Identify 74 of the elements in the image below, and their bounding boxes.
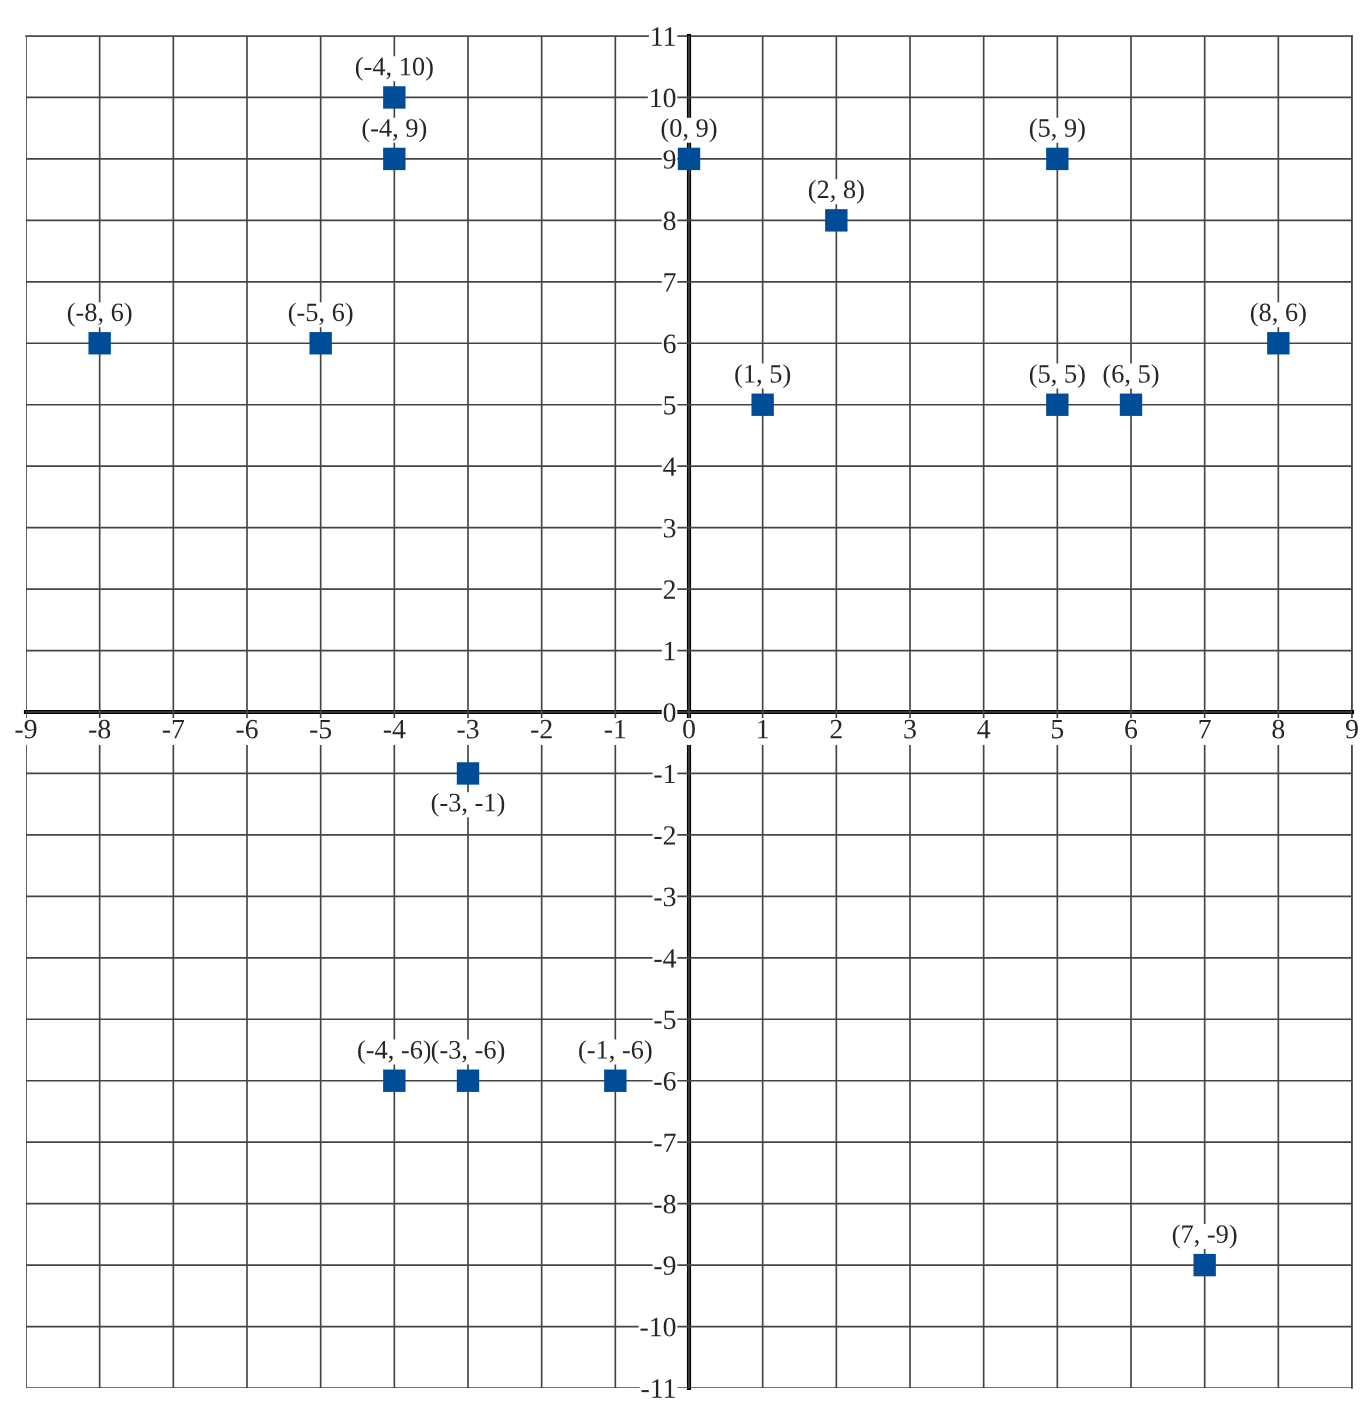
data-label: (-3, -6) (431, 1040, 505, 1065)
y-tick-label: 9 (663, 150, 676, 169)
x-tick-label: 2 (830, 719, 842, 739)
y-tick-label: -9 (654, 1256, 676, 1275)
y-tick-label: 2 (663, 580, 675, 599)
data-label: (5, 9) (1029, 118, 1085, 143)
y-tick-label: -3 (654, 887, 676, 907)
y-tick-label: -4 (654, 949, 677, 968)
y-tick-label: 4 (663, 457, 677, 476)
data-label: (8, 6) (1250, 302, 1306, 327)
x-tick-label: -7 (162, 720, 185, 739)
data-label: (-8, 6) (67, 302, 132, 327)
x-tick-label: -5 (310, 720, 332, 739)
y-tick-label: 11 (652, 27, 675, 46)
x-tick-label: -9 (15, 719, 37, 739)
data-label: (0, 9) (661, 118, 717, 143)
point (88, 332, 111, 355)
y-tick-label: 0 (663, 703, 676, 722)
x-tick-label: -1 (604, 719, 626, 739)
data-label: (6, 5) (1103, 364, 1159, 389)
point (1267, 332, 1290, 355)
point (383, 147, 406, 171)
x-tick-label: 4 (977, 719, 991, 739)
data-label: (-4, 10) (355, 56, 433, 81)
y-tick-label: -1 (654, 764, 675, 784)
point (825, 209, 848, 232)
x-tick-label: 0 (683, 719, 695, 739)
point (1046, 393, 1069, 416)
x-tick-label: 1 (758, 719, 768, 739)
y-tick-label: -11 (641, 1379, 675, 1398)
x-tick-label: 9 (1345, 719, 1358, 739)
point (456, 762, 480, 785)
x-tick-label: 5 (1052, 720, 1064, 739)
point (604, 1069, 627, 1092)
x-tick-label: -2 (531, 719, 552, 739)
y-tick-label: 3 (663, 518, 676, 538)
data-label: (-3, -1) (431, 792, 505, 817)
y-tick-label: -6 (654, 1071, 676, 1091)
y-tick-label: -8 (654, 1194, 676, 1214)
x-tick-label: -4 (383, 719, 406, 739)
y-tick-label: 10 (651, 88, 676, 108)
y-tick-label: -5 (654, 1010, 676, 1030)
point (1046, 147, 1069, 171)
y-tick-label: -2 (654, 826, 675, 845)
data-label: (-4, 9) (362, 118, 427, 143)
y-tick-label: -10 (640, 1317, 676, 1337)
y-tick-label: -7 (654, 1133, 676, 1152)
point (309, 332, 332, 355)
point (383, 1069, 406, 1092)
y-tick-label: 7 (664, 273, 676, 292)
x-tick-label: 7 (1199, 720, 1211, 739)
y-tick-label: 5 (664, 396, 676, 415)
point (751, 393, 774, 416)
point (677, 147, 701, 171)
data-label: (1, 5) (735, 364, 791, 389)
y-tick-label: 6 (663, 334, 676, 354)
x-tick-label: -3 (457, 719, 479, 739)
point (383, 86, 406, 109)
x-tick-label: 3 (904, 719, 916, 739)
x-tick-label: 6 (1125, 719, 1138, 739)
point (1119, 393, 1143, 416)
data-label: (-5, 6) (288, 302, 353, 327)
data-label: (5, 5) (1029, 364, 1085, 389)
point (456, 1069, 480, 1092)
point (1193, 1253, 1216, 1277)
data-label: (-4, -6) (358, 1040, 431, 1065)
data-label: (2, 8) (808, 179, 864, 204)
y-tick-label: 8 (663, 211, 676, 231)
x-tick-label: -8 (89, 719, 111, 739)
x-tick-label: -6 (236, 719, 258, 739)
data-label: (7, -9) (1172, 1224, 1237, 1249)
y-tick-label: 1 (665, 641, 675, 661)
data-label: (-1, -6) (579, 1040, 652, 1065)
x-tick-label: 8 (1272, 719, 1285, 739)
